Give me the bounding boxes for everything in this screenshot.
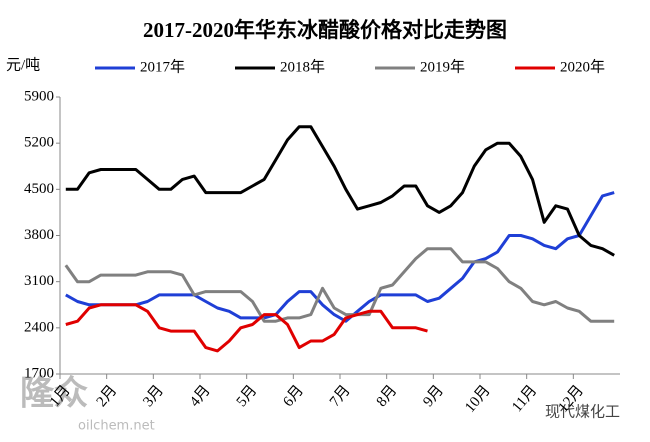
x-tick-label: 11月 bbox=[509, 382, 540, 415]
chart-title: 2017-2020年华东冰醋酸价格对比走势图 bbox=[143, 18, 507, 42]
legend-label: 2018年 bbox=[280, 58, 325, 75]
watermark: oilchem.net bbox=[78, 419, 155, 434]
x-tick-label: 5月 bbox=[234, 382, 261, 410]
y-tick-label: 1700 bbox=[24, 365, 54, 381]
x-tick-label: 2月 bbox=[94, 382, 121, 410]
y-tick-label: 4500 bbox=[24, 181, 54, 197]
series-line bbox=[65, 191, 615, 323]
y-tick-label: 5200 bbox=[24, 135, 54, 151]
x-tick-label: 9月 bbox=[420, 382, 447, 410]
x-tick-label: 6月 bbox=[280, 382, 307, 410]
x-tick-label: 7月 bbox=[327, 382, 354, 410]
y-tick-label: 3800 bbox=[24, 227, 54, 243]
x-tick-label: 4月 bbox=[187, 382, 214, 410]
watermark: 现代煤化工 bbox=[545, 403, 620, 421]
y-tick-label: 5900 bbox=[24, 88, 54, 104]
x-tick-label: 3月 bbox=[140, 382, 167, 410]
series-line bbox=[64, 247, 615, 323]
legend-label: 2019年 bbox=[420, 58, 465, 75]
series-line bbox=[65, 125, 615, 257]
x-tick-label: 10月 bbox=[462, 382, 494, 415]
x-tick-label: 8月 bbox=[374, 382, 401, 410]
legend-label: 2017年 bbox=[140, 58, 185, 75]
legend-label: 2020年 bbox=[560, 58, 605, 75]
y-tick-label: 2400 bbox=[24, 319, 54, 335]
watermark: 隆众 bbox=[20, 374, 88, 414]
y-axis-label: 元/吨 bbox=[6, 56, 40, 73]
series-line bbox=[65, 303, 428, 353]
y-tick-label: 3100 bbox=[24, 273, 54, 289]
